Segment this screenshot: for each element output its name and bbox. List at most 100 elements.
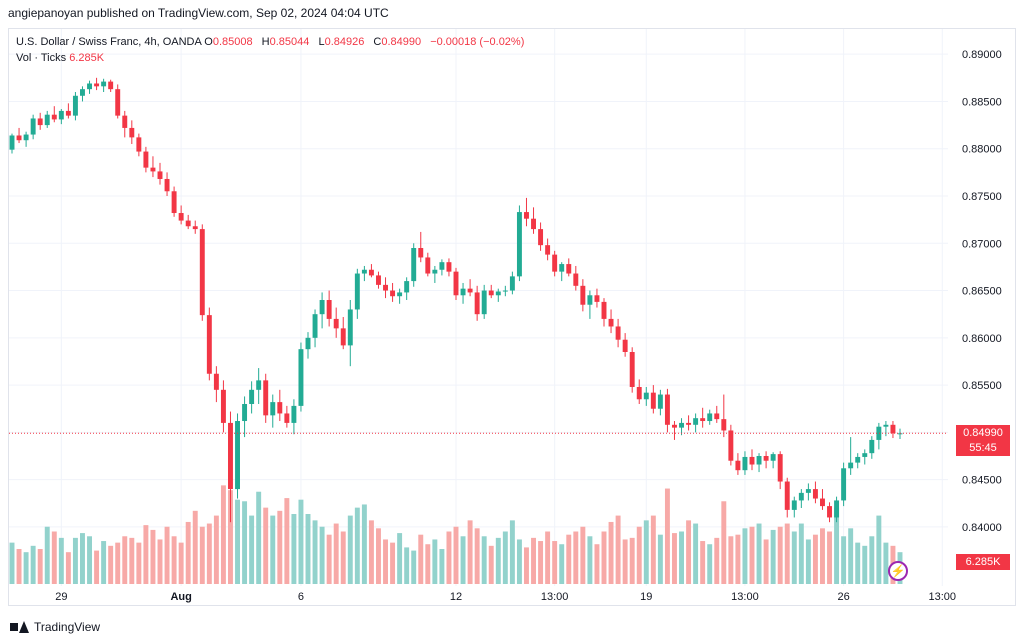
candle-body: [171, 191, 177, 214]
volume-bar: [749, 526, 755, 584]
candle-body: [820, 498, 825, 507]
volume-bar: [376, 528, 381, 584]
volume-bar: [827, 531, 832, 584]
volume-bar: [256, 491, 262, 584]
volume-bar: [664, 488, 670, 584]
lightning-icon[interactable]: ⚡: [888, 561, 908, 581]
candle-body: [199, 229, 205, 316]
volume-bar: [347, 515, 353, 584]
candle-body: [812, 489, 818, 499]
volume-bar: [80, 533, 85, 584]
volume-bar: [16, 549, 22, 584]
volume-bar: [728, 536, 734, 584]
candle-body: [735, 460, 741, 471]
candle-body: [185, 220, 191, 227]
candle-body: [129, 127, 135, 138]
candle-body: [531, 218, 536, 230]
volume-bar: [37, 549, 43, 584]
volume-bar: [502, 531, 508, 584]
candle-body: [862, 453, 868, 457]
candle-body: [784, 481, 790, 510]
volume-bar: [439, 549, 445, 584]
volume-bar: [495, 537, 501, 584]
footer: TradingView: [10, 620, 100, 634]
ohlc-row: U.S. Dollar / Swiss Franc, 4h, OANDA O0.…: [16, 34, 530, 50]
candle-body: [855, 456, 861, 463]
candle-body: [277, 402, 283, 414]
candle-body: [37, 118, 43, 126]
volume-bar: [404, 547, 410, 584]
time-tick-label: 29: [55, 591, 67, 603]
candle-body: [305, 337, 311, 350]
volume-bar: [707, 544, 713, 584]
candle-body: [58, 110, 64, 120]
candle-body: [657, 394, 663, 409]
volume-bar: [143, 525, 149, 584]
candle-body: [636, 386, 642, 400]
volume-bar: [199, 526, 205, 584]
volume-bar: [460, 536, 466, 584]
candle-body: [749, 456, 755, 465]
candle-body: [538, 229, 544, 246]
candle-body: [827, 506, 832, 518]
candle-body: [122, 115, 128, 128]
candle-body: [488, 290, 494, 296]
volume-bar: [629, 537, 635, 584]
volume-bar: [883, 542, 889, 584]
volume-tag: 6.285K: [956, 554, 1010, 570]
candle-body: [108, 81, 114, 90]
volume-bar: [516, 539, 522, 584]
volume-bar: [150, 529, 156, 584]
publisher-attribution: angiepanoyan published on TradingView.co…: [8, 6, 389, 20]
price-tick-label: 0.84500: [962, 475, 1002, 487]
volume-bar: [185, 521, 191, 584]
volume-bar: [291, 514, 297, 584]
last-price-tag: 0.84990: [956, 425, 1010, 442]
candle-body: [573, 273, 579, 286]
candle-body: [714, 413, 720, 420]
candle-body: [615, 326, 621, 340]
volume-bar: [876, 515, 882, 584]
candle-body: [516, 212, 522, 277]
volume-bar: [735, 534, 741, 584]
price-tick-label: 0.84000: [962, 522, 1002, 534]
volume-bar: [206, 523, 212, 584]
candle-body: [298, 349, 304, 406]
volume-bar: [192, 510, 198, 584]
candle-body: [319, 300, 325, 315]
candle-body: [679, 422, 684, 428]
open-value: 0.85008: [212, 36, 253, 48]
volume-bar: [467, 520, 473, 584]
candle-body: [9, 135, 15, 150]
grid-lines: [9, 29, 948, 586]
time-tick-label: 26: [837, 591, 849, 603]
volume-bar: [235, 499, 240, 584]
volume-row: Vol · Ticks 6.285K: [16, 50, 530, 66]
time-tick-label: 13:00: [929, 591, 957, 603]
volume-bar: [178, 542, 184, 584]
volume-bar: [228, 490, 233, 584]
candle-body: [383, 284, 388, 291]
volume-bar: [672, 533, 677, 584]
candle-body: [390, 290, 396, 297]
volume-bar: [9, 542, 15, 584]
price-tick-label: 0.85500: [962, 380, 1002, 392]
candle-body: [763, 456, 769, 461]
candle-body: [397, 292, 403, 297]
candle-body: [502, 290, 508, 292]
volume-bar: [488, 545, 494, 584]
volume-bar: [354, 507, 360, 584]
candles: [9, 77, 903, 523]
volume-bar: [72, 537, 78, 584]
volume-bar: [834, 507, 840, 584]
volume-bar: [305, 514, 311, 584]
candle-body: [354, 273, 360, 310]
candle-body: [376, 275, 381, 285]
volume-bar: [122, 536, 128, 584]
volume-bar: [383, 539, 388, 584]
volume-bar: [784, 523, 790, 584]
candle-body: [164, 178, 170, 192]
candle-body: [791, 500, 797, 510]
change-value: −0.00018 (−0.02%): [430, 36, 525, 48]
